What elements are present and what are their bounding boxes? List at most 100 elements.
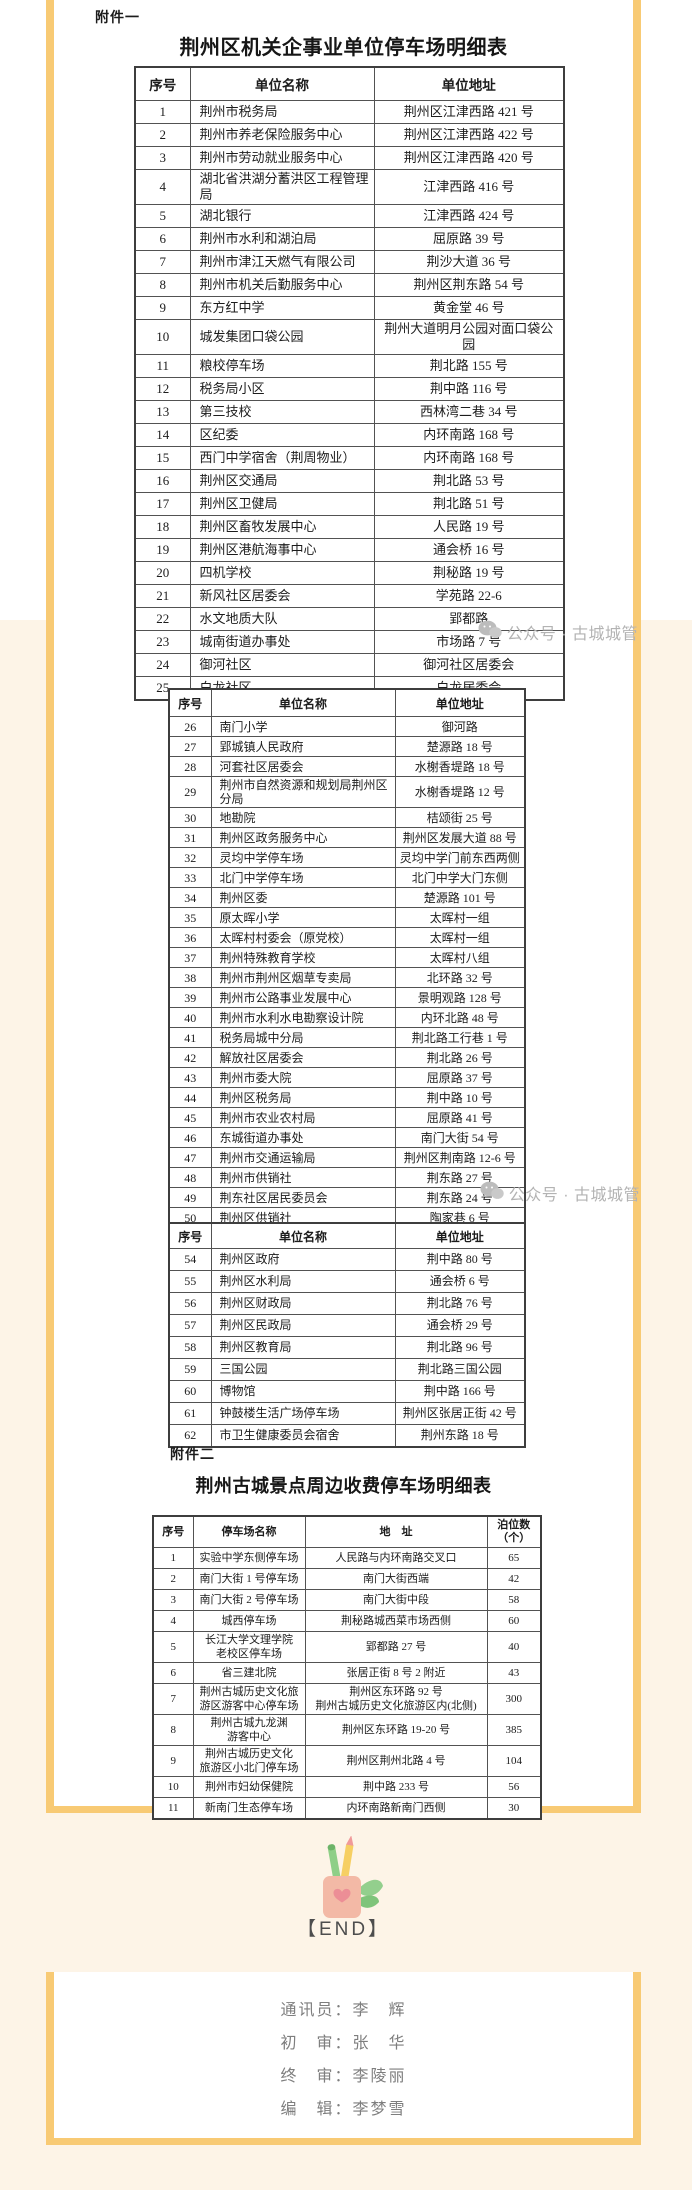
table-row: 4 城西停车场 荆秘路城西菜市场西侧 60	[152, 1610, 542, 1632]
end-label: 【END】	[296, 1919, 391, 1940]
table-row: 32 灵均中学停车场 灵均中学门前东西两侧	[168, 847, 526, 868]
column-header: 停车场名称	[192, 1515, 306, 1548]
table-row: 62 市卫生健康委员会宿舍 荆州东路 18 号	[168, 1424, 526, 1448]
table1-title: 荆州区机关企事业单位停车场明细表	[179, 37, 508, 59]
cell: 御河社区居委会	[373, 653, 565, 677]
table-row: 13 第三技校 西林湾二巷 34 号	[134, 400, 565, 424]
cell: 湖北省洪湖分蓄洪区工程管理局	[189, 169, 375, 205]
table-row: 6 省三建北院 张居正街 8 号 2 附近 43	[152, 1662, 542, 1684]
column-header: 序号	[168, 688, 212, 717]
cell: 17	[134, 492, 191, 516]
credit-editor: 编 辑：李梦雪	[280, 2101, 407, 2118]
cell: 9	[134, 296, 191, 320]
cell: 南门大街 1 号停车场	[192, 1568, 306, 1590]
cell: 57	[168, 1314, 212, 1337]
cell: 27	[168, 736, 212, 757]
cell: 59	[168, 1358, 212, 1381]
header-row: 序号 单位名称 单位地址	[134, 66, 565, 101]
credit-first-review: 初 审：张 华	[280, 2035, 407, 2052]
table-row: 29 荆州市自然资源和规划局荆州区 分局 水榭香堤路 12 号	[168, 776, 526, 808]
cell: 黄金堂 46 号	[373, 296, 565, 320]
cell: 荆州市水利和湖泊局	[189, 227, 375, 251]
wechat-icon	[480, 1181, 504, 1205]
cell: 2	[152, 1568, 194, 1590]
table-row: 27 郢城镇人民政府 楚源路 18 号	[168, 736, 526, 757]
table-row: 55 荆州区水利局 通会桥 6 号	[168, 1270, 526, 1293]
cell: 屈原路 41 号	[394, 1107, 526, 1128]
table-row: 44 荆州区税务局 荆中路 10 号	[168, 1087, 526, 1108]
cell: 6	[152, 1662, 194, 1684]
cell: 荆北路 155 号	[373, 354, 565, 378]
table-row: 6 荆州市水利和湖泊局 屈原路 39 号	[134, 227, 565, 251]
cell: 城发集团口袋公园	[189, 319, 375, 355]
cell: 9	[152, 1745, 194, 1777]
cell: 48	[168, 1167, 212, 1188]
cell: 62	[168, 1424, 212, 1448]
cell: 郢都路	[373, 607, 565, 631]
cell: 荆北路 96 号	[394, 1336, 526, 1359]
cell: 新南门生态停车场	[192, 1797, 306, 1820]
cell: 实验中学东侧停车场	[192, 1547, 306, 1569]
cell: 18	[134, 515, 191, 539]
table-row: 45 荆州市农业农村局 屈原路 41 号	[168, 1107, 526, 1128]
cell: 45	[168, 1107, 212, 1128]
table-row: 10 城发集团口袋公园 荆州大道明月公园对面口袋公 园	[134, 319, 565, 355]
cell: 东城街道办事处	[210, 1127, 396, 1148]
cell: 385	[486, 1714, 542, 1746]
cell: 荆中路 10 号	[394, 1087, 526, 1108]
cell: 城南街道办事处	[189, 630, 375, 654]
cell: 荆州市机关后勤服务中心	[189, 273, 375, 297]
cell: 30	[168, 807, 212, 828]
watermark-text: 公众号 · 古城城管	[508, 1187, 640, 1204]
cell: 荆州区委	[210, 887, 396, 908]
table-row: 36 太晖村村委会（原党校） 太晖村一组	[168, 927, 526, 948]
cell: 灵均中学门前东西两侧	[394, 847, 526, 868]
cell: 江津西路 424 号	[373, 204, 565, 228]
cell: 区纪委	[189, 423, 375, 447]
cell: 19	[134, 538, 191, 562]
table-row: 2 南门大街 1 号停车场 南门大街西端 42	[152, 1568, 542, 1590]
table-row: 35 原太晖小学 太晖村一组	[168, 907, 526, 928]
table-row: 17 荆州区卫健局 荆北路 51 号	[134, 492, 565, 516]
cell: 南门大街中段	[304, 1589, 488, 1611]
cell: 37	[168, 947, 212, 968]
cell: 10	[134, 319, 191, 355]
cell: 屈原路 37 号	[394, 1067, 526, 1088]
cell: 荆州古城历史文化 旅游区小北门停车场	[192, 1745, 306, 1777]
cell: 荆州区江津西路 421 号	[373, 100, 565, 124]
cell: 22	[134, 607, 191, 631]
cell: 32	[168, 847, 212, 868]
cell: 56	[168, 1292, 212, 1315]
cell: 13	[134, 400, 191, 424]
cell: 内环南路 168 号	[373, 423, 565, 447]
header-row: 序号 单位名称 单位地址	[168, 688, 526, 717]
cell: 长江大学文理学院 老校区停车场	[192, 1631, 306, 1663]
cell: 四机学校	[189, 561, 375, 585]
cell: 市场路 7 号	[373, 630, 565, 654]
cell: 荆秘路 19 号	[373, 561, 565, 585]
cell: 4	[152, 1610, 194, 1632]
table-row: 11 新南门生态停车场 内环南路新南门西侧 30	[152, 1797, 542, 1820]
cell: 5	[152, 1631, 194, 1663]
cell: 29	[168, 776, 212, 808]
cell: 荆东社区居民委员会	[210, 1187, 396, 1208]
table-row: 9 东方红中学 黄金堂 46 号	[134, 296, 565, 320]
cell: 1	[152, 1547, 194, 1569]
cell: 市卫生健康委员会宿舍	[210, 1424, 396, 1448]
cell: 荆州市劳动就业服务中心	[189, 146, 375, 170]
cell: 湖北银行	[189, 204, 375, 228]
cell: 33	[168, 867, 212, 888]
table-row: 5 长江大学文理学院 老校区停车场 郢都路 27 号 40	[152, 1631, 542, 1663]
table-row: 5 湖北银行 江津西路 424 号	[134, 204, 565, 228]
cell: 北门中学停车场	[210, 867, 396, 888]
table-row: 39 荆州市公路事业发展中心 景明观路 128 号	[168, 987, 526, 1008]
cell: 荆州区港航海事中心	[189, 538, 375, 562]
table-row: 48 荆州市供销社 荆东路 27 号	[168, 1167, 526, 1188]
cell: 荆州市税务局	[189, 100, 375, 124]
table-row: 23 城南街道办事处 市场路 7 号	[134, 630, 565, 654]
cell: 荆州区东环路 92 号 荆州古城历史文化旅游区内(北侧)	[304, 1683, 488, 1715]
cell: 荆中路 166 号	[394, 1380, 526, 1403]
cell: 36	[168, 927, 212, 948]
cell: 南门大街 54 号	[394, 1127, 526, 1148]
